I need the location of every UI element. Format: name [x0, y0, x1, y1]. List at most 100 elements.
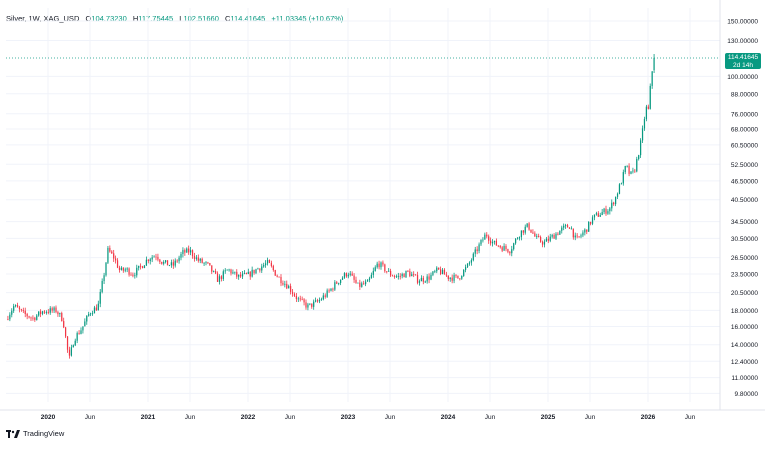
candle-body: [338, 282, 340, 284]
candle-body: [643, 119, 646, 129]
candle-body: [597, 213, 599, 217]
y-tick-label: 34.50000: [731, 219, 758, 226]
y-tick-label: 18.00000: [731, 308, 758, 315]
candle-body: [170, 262, 173, 266]
current-price-value: 114.41645: [727, 54, 759, 61]
legend-low-value: 102.51660: [183, 14, 219, 23]
axis-layer: 150.00000 130.00000 100.00000 88.00000 76.00…: [0, 0, 765, 421]
candle-body: [136, 267, 138, 276]
candle-body: [380, 262, 382, 268]
candle-body: [428, 276, 430, 280]
candle-body: [243, 273, 246, 274]
y-tick-label: 150.00000: [727, 19, 758, 26]
candle-body: [574, 235, 576, 238]
y-tick-label: 12.40000: [731, 359, 758, 366]
candle-body: [274, 270, 276, 276]
candle-body: [228, 269, 230, 271]
candle-body: [603, 208, 605, 213]
tradingview-logo[interactable]: TradingView: [6, 429, 64, 438]
candle-body: [413, 274, 415, 276]
candle-body: [188, 248, 190, 253]
x-tick-label: Jun: [685, 414, 696, 421]
candle-body: [74, 340, 76, 346]
candle-body: [307, 304, 309, 308]
candle-body: [586, 229, 588, 232]
candle-body: [9, 314, 11, 320]
candle-body: [116, 260, 119, 268]
candle-body: [76, 333, 78, 341]
candle-body: [516, 238, 519, 240]
candle-body: [95, 307, 98, 311]
candle-body: [514, 238, 517, 244]
candle-body: [78, 333, 80, 334]
candle-body: [220, 276, 223, 279]
candle-body: [351, 273, 353, 276]
candle-body: [453, 275, 455, 281]
candle-layer: [7, 54, 655, 359]
candle-body: [107, 247, 109, 263]
y-tick-label: 26.50000: [731, 255, 758, 262]
candle-body: [249, 271, 251, 277]
candle-body: [222, 271, 224, 279]
candle-body: [622, 172, 624, 184]
candle-body: [24, 310, 26, 314]
candle-body: [178, 257, 180, 262]
candle-body: [51, 308, 53, 311]
candle-body: [416, 275, 419, 283]
candle-body: [163, 262, 165, 264]
y-tick-label: 100.00000: [727, 74, 758, 81]
y-tick-label: 40.50000: [731, 197, 758, 204]
candle-body: [328, 290, 330, 292]
candle-body: [561, 227, 563, 231]
candle-body: [370, 274, 373, 279]
legend-open-value: 104.73230: [91, 14, 127, 23]
candle-body: [457, 275, 459, 279]
candle-body: [647, 106, 649, 109]
candle-body: [91, 313, 94, 315]
candle-body: [313, 301, 315, 307]
candle-body: [555, 233, 557, 239]
candle-body: [470, 260, 473, 263]
candle-body: [557, 233, 559, 235]
candle-body: [224, 270, 226, 272]
candle-body: [195, 257, 198, 259]
candle-body: [589, 221, 592, 224]
candle-body: [266, 259, 269, 264]
candle-body: [399, 275, 401, 277]
candle-body: [588, 221, 590, 232]
candle-body: [376, 263, 378, 268]
candle-body: [45, 312, 48, 313]
candle-body: [55, 307, 57, 313]
candle-body: [141, 266, 144, 269]
candle-body: [397, 275, 399, 277]
x-tick-label: Jun: [185, 414, 196, 421]
candle-body: [284, 283, 286, 285]
candle-body: [311, 303, 313, 307]
candle-body: [22, 310, 24, 311]
candle-body: [420, 277, 423, 282]
candle-body: [641, 128, 644, 141]
candle-body: [245, 273, 248, 274]
candle-body: [403, 273, 405, 278]
candle-body: [161, 261, 163, 264]
candle-body: [405, 270, 407, 278]
candle-body: [70, 347, 73, 356]
candle-body: [538, 236, 540, 237]
candle-body: [545, 238, 548, 242]
candle-body: [438, 267, 440, 270]
candle-body: [578, 236, 580, 238]
candle-body: [474, 249, 476, 254]
candle-body: [84, 321, 86, 327]
candle-body: [289, 286, 292, 292]
candle-body: [16, 305, 19, 308]
legend-low-label: L: [179, 14, 184, 23]
candle-body: [638, 155, 640, 160]
candle-body: [303, 299, 305, 303]
candle-body: [364, 281, 367, 285]
candle-body: [193, 255, 196, 259]
candle-body: [393, 276, 396, 277]
candle-body: [299, 298, 301, 300]
candle-body: [155, 256, 157, 258]
candle-body: [649, 85, 651, 109]
